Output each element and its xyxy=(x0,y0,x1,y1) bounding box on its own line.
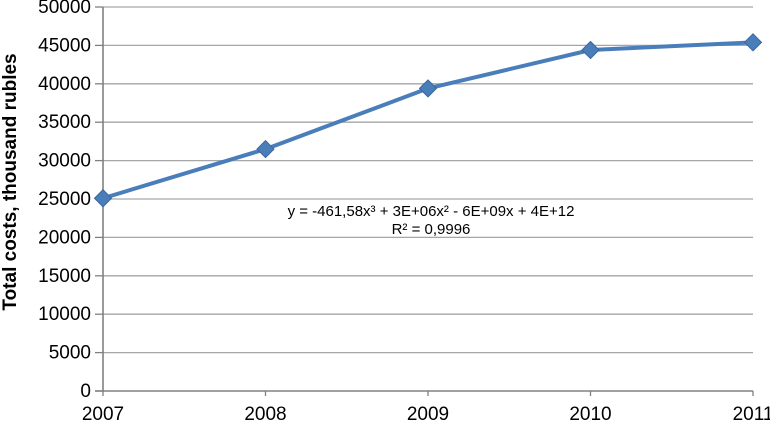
y-axis-title: Total costs, thousand rubles xyxy=(0,53,21,311)
y-tick-label: 45000 xyxy=(38,35,91,56)
series-line xyxy=(101,40,755,201)
data-point-marker xyxy=(93,189,113,208)
x-tick-label: 2011 xyxy=(733,404,770,425)
data-point-marker xyxy=(256,139,275,159)
x-tick-label: 2008 xyxy=(244,404,286,425)
y-tick-label: 25000 xyxy=(38,189,91,210)
trendline-equation: y = -461,58x³ + 3E+06x² - 6E+09x + 4E+12 xyxy=(287,203,575,220)
y-tick-label: 40000 xyxy=(38,74,91,95)
y-tick-label: 0 xyxy=(80,381,91,402)
x-tick-label: 2009 xyxy=(407,404,449,425)
y-tick-label: 5000 xyxy=(49,343,91,364)
y-tick-label: 20000 xyxy=(38,227,91,248)
data-point-marker xyxy=(743,33,763,52)
y-tick-label: 10000 xyxy=(38,304,91,325)
data-point-marker xyxy=(418,79,438,98)
trendline-annotation: y = -461,58x³ + 3E+06x² - 6E+09x + 4E+12… xyxy=(288,203,575,239)
y-tick-label: 15000 xyxy=(38,266,91,287)
y-tick-label: 35000 xyxy=(38,112,91,133)
data-point-marker xyxy=(581,40,600,60)
trendline-r-squared: R² = 0,9996 xyxy=(391,221,471,238)
x-tick-label: 2010 xyxy=(569,404,611,425)
x-tick-label: 2007 xyxy=(82,404,124,425)
y-tick-label: 50000 xyxy=(38,0,91,18)
y-tick-label: 30000 xyxy=(38,151,91,172)
